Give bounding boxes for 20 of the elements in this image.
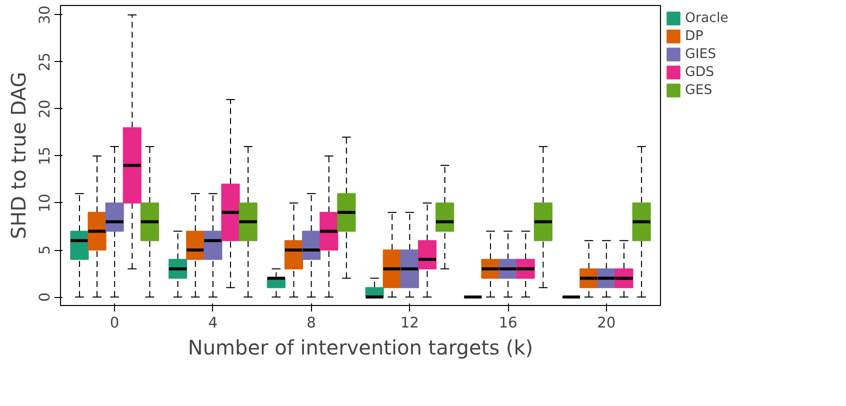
- x-tick-label: 16: [498, 314, 518, 332]
- y-axis-title: SHD to true DAG: [6, 72, 30, 240]
- legend-label: GES: [685, 82, 714, 98]
- x-tick-label: 12: [400, 314, 420, 332]
- y-tick-label: 5: [36, 245, 54, 255]
- y-tick-label: 10: [36, 194, 54, 212]
- y-tick-label: 20: [36, 100, 54, 118]
- legend-label: GIES: [685, 46, 718, 62]
- y-tick-label: 15: [36, 146, 54, 166]
- y-tick-label: 25: [36, 52, 54, 72]
- x-tick-label: 8: [306, 314, 316, 332]
- y-tick-label: 0: [36, 292, 54, 302]
- legend-label: GDS: [685, 64, 716, 80]
- y-tick-label: 30: [36, 6, 54, 24]
- legend-label: DP: [685, 28, 704, 44]
- legend-label: Oracle: [685, 10, 728, 26]
- x-tick-label: 0: [110, 314, 120, 332]
- x-tick-label: 20: [597, 314, 616, 332]
- x-tick-label: 4: [208, 314, 218, 332]
- x-axis-title: Number of intervention targets (k): [188, 336, 534, 360]
